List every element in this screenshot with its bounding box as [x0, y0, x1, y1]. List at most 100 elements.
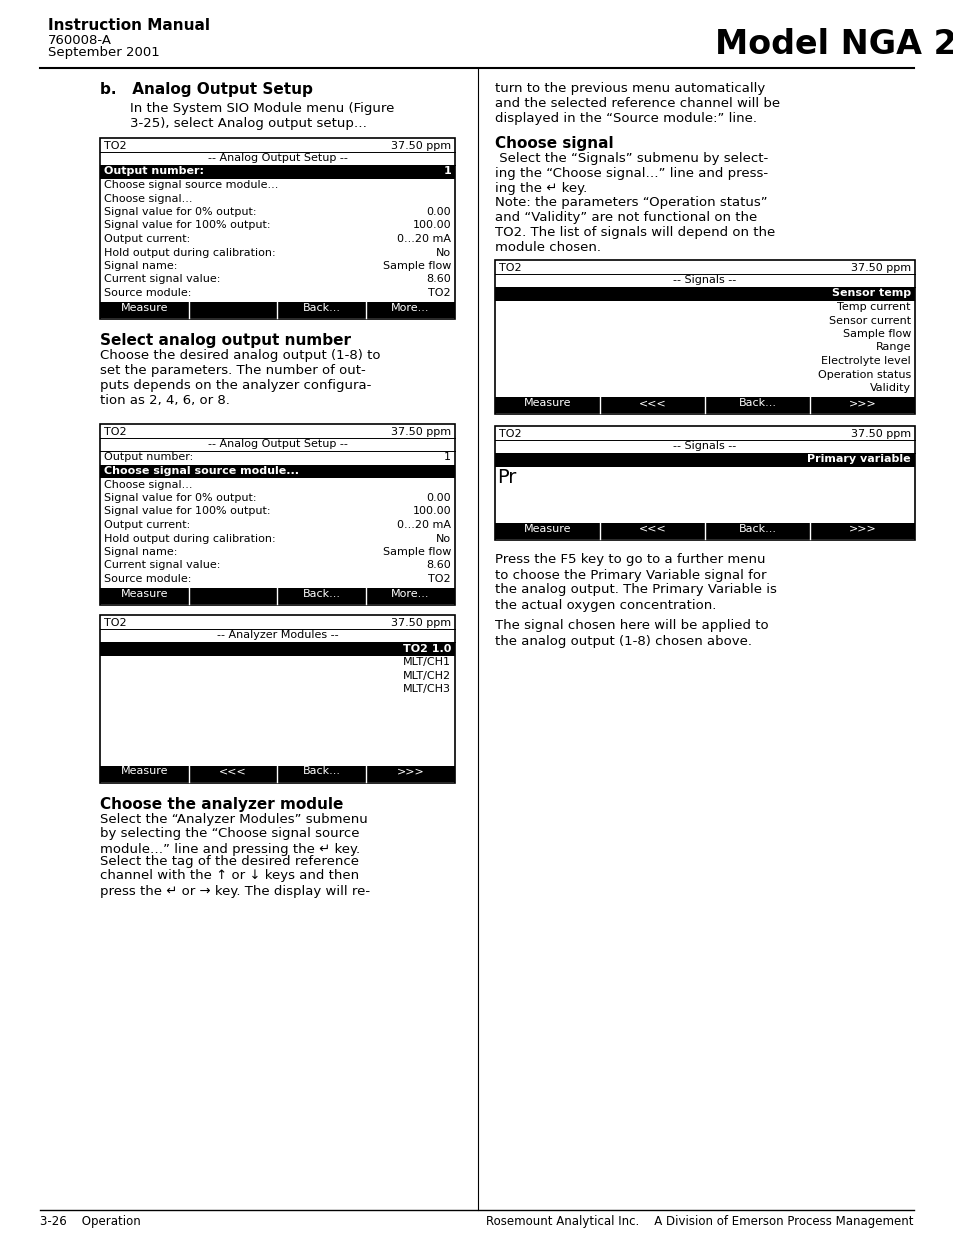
- Text: Signal value for 0% output:: Signal value for 0% output:: [104, 207, 256, 217]
- Bar: [495, 261, 914, 414]
- Text: Back...: Back...: [302, 767, 340, 777]
- Text: Back...: Back...: [738, 398, 776, 408]
- Text: Choose the desired analog output (1-8) to
set the parameters. The number of out-: Choose the desired analog output (1-8) t…: [100, 350, 380, 408]
- Text: Output current:: Output current:: [104, 520, 190, 530]
- Text: -- Signals --: -- Signals --: [673, 275, 736, 285]
- Text: 8.60: 8.60: [426, 274, 451, 284]
- Bar: [100, 642, 455, 656]
- Text: Pr: Pr: [497, 468, 516, 487]
- Text: Choose signal...: Choose signal...: [104, 194, 193, 204]
- Text: Sample flow: Sample flow: [382, 261, 451, 270]
- Text: Signal value for 100% output:: Signal value for 100% output:: [104, 221, 271, 231]
- Text: <<<: <<<: [638, 398, 666, 408]
- Text: >>>: >>>: [848, 524, 876, 534]
- Text: Choose signal...: Choose signal...: [104, 479, 193, 489]
- Text: Sensor temp: Sensor temp: [831, 289, 910, 299]
- Text: Signal value for 100% output:: Signal value for 100% output:: [104, 506, 271, 516]
- Text: Rosemount Analytical Inc.    A Division of Emerson Process Management: Rosemount Analytical Inc. A Division of …: [486, 1215, 913, 1228]
- Text: Model NGA 2000 TO2: Model NGA 2000 TO2: [714, 28, 953, 61]
- Text: No: No: [436, 534, 451, 543]
- Bar: [100, 165, 455, 179]
- Bar: [495, 453, 914, 467]
- Text: Sample flow: Sample flow: [382, 547, 451, 557]
- Text: turn to the previous menu automatically
and the selected reference channel will : turn to the previous menu automatically …: [495, 82, 780, 125]
- Text: Output number:: Output number:: [104, 452, 193, 462]
- Bar: [495, 426, 914, 540]
- Text: TO2: TO2: [104, 141, 127, 151]
- Text: 1: 1: [443, 452, 451, 462]
- Text: Sample flow: Sample flow: [841, 329, 910, 338]
- Bar: [100, 303, 455, 317]
- Text: Measure: Measure: [120, 303, 168, 312]
- Text: Back...: Back...: [302, 589, 340, 599]
- Text: Operation status: Operation status: [817, 369, 910, 379]
- Text: 8.60: 8.60: [426, 561, 451, 571]
- Text: Instruction Manual: Instruction Manual: [48, 19, 210, 33]
- Text: Measure: Measure: [523, 398, 571, 408]
- Text: Select analog output number: Select analog output number: [100, 333, 351, 348]
- Text: Measure: Measure: [120, 589, 168, 599]
- Text: TO2: TO2: [104, 427, 127, 437]
- Text: Note: the parameters “Operation status”
and “Validity” are not functional on the: Note: the parameters “Operation status” …: [495, 196, 775, 254]
- Text: TO2: TO2: [428, 288, 451, 298]
- Text: 37.50 ppm: 37.50 ppm: [391, 427, 451, 437]
- Text: Select the “Analyzer Modules” submenu
by selecting the “Choose signal source
mod: Select the “Analyzer Modules” submenu by…: [100, 813, 367, 856]
- Text: Press the F5 key to go to a further menu
to choose the Primary Variable signal f: Press the F5 key to go to a further menu…: [495, 553, 776, 611]
- Text: 3-26    Operation: 3-26 Operation: [40, 1215, 141, 1228]
- Text: Sensor current: Sensor current: [828, 315, 910, 326]
- Text: In the System SIO Module menu (Figure
3-25), select Analog output setup…: In the System SIO Module menu (Figure 3-…: [130, 103, 394, 130]
- Text: September 2001: September 2001: [48, 46, 159, 59]
- Text: Output current:: Output current:: [104, 233, 190, 245]
- Text: Back...: Back...: [738, 524, 776, 534]
- Text: TO2: TO2: [428, 574, 451, 584]
- Text: 37.50 ppm: 37.50 ppm: [391, 141, 451, 151]
- Text: 760008-A: 760008-A: [48, 35, 112, 47]
- Text: Hold output during calibration:: Hold output during calibration:: [104, 534, 275, 543]
- Text: 37.50 ppm: 37.50 ppm: [391, 618, 451, 629]
- Text: Range: Range: [875, 342, 910, 352]
- Text: 100.00: 100.00: [412, 506, 451, 516]
- Text: Select the “Signals” submenu by select-
ing the “Choose signal…” line and press-: Select the “Signals” submenu by select- …: [495, 152, 767, 195]
- Text: Source module:: Source module:: [104, 574, 192, 584]
- Text: >>>: >>>: [848, 398, 876, 408]
- Text: Choose signal source module...: Choose signal source module...: [104, 180, 278, 190]
- Text: Choose signal: Choose signal: [495, 136, 613, 151]
- Text: Signal name:: Signal name:: [104, 547, 177, 557]
- Text: Back...: Back...: [302, 303, 340, 312]
- Text: Validity: Validity: [869, 383, 910, 393]
- Text: >>>: >>>: [396, 767, 424, 777]
- Bar: [100, 464, 455, 478]
- Text: 0...20 mA: 0...20 mA: [396, 520, 451, 530]
- Text: 1: 1: [443, 167, 451, 177]
- Bar: [495, 396, 914, 412]
- Text: Choose the analyzer module: Choose the analyzer module: [100, 797, 343, 811]
- Bar: [100, 424, 455, 605]
- Text: -- Analyzer Modules --: -- Analyzer Modules --: [216, 630, 338, 640]
- Text: 37.50 ppm: 37.50 ppm: [850, 429, 910, 438]
- Text: TO2: TO2: [498, 263, 521, 273]
- Text: Hold output during calibration:: Hold output during calibration:: [104, 247, 275, 258]
- Text: <<<: <<<: [638, 524, 666, 534]
- Text: Output number:: Output number:: [104, 167, 204, 177]
- Text: Temp current: Temp current: [837, 303, 910, 312]
- Text: TO2: TO2: [104, 618, 127, 629]
- Text: 0.00: 0.00: [426, 493, 451, 503]
- Text: -- Analog Output Setup --: -- Analog Output Setup --: [208, 438, 347, 450]
- Text: The signal chosen here will be applied to
the analog output (1-8) chosen above.: The signal chosen here will be applied t…: [495, 620, 768, 647]
- Bar: [495, 287, 914, 300]
- Bar: [100, 615, 455, 783]
- Text: 0...20 mA: 0...20 mA: [396, 233, 451, 245]
- Bar: [100, 588, 455, 604]
- Text: MLT/CH3: MLT/CH3: [402, 684, 451, 694]
- Text: Current signal value:: Current signal value:: [104, 561, 220, 571]
- Text: Choose signal source module...: Choose signal source module...: [104, 466, 298, 475]
- Bar: [100, 766, 455, 782]
- Text: 37.50 ppm: 37.50 ppm: [850, 263, 910, 273]
- Text: b.   Analog Output Setup: b. Analog Output Setup: [100, 82, 313, 98]
- Text: No: No: [436, 247, 451, 258]
- Text: Current signal value:: Current signal value:: [104, 274, 220, 284]
- Text: 0.00: 0.00: [426, 207, 451, 217]
- Text: Select the tag of the desired reference
channel with the ↑ or ↓ keys and then
pr: Select the tag of the desired reference …: [100, 855, 370, 898]
- Bar: [495, 522, 914, 538]
- Text: Measure: Measure: [523, 524, 571, 534]
